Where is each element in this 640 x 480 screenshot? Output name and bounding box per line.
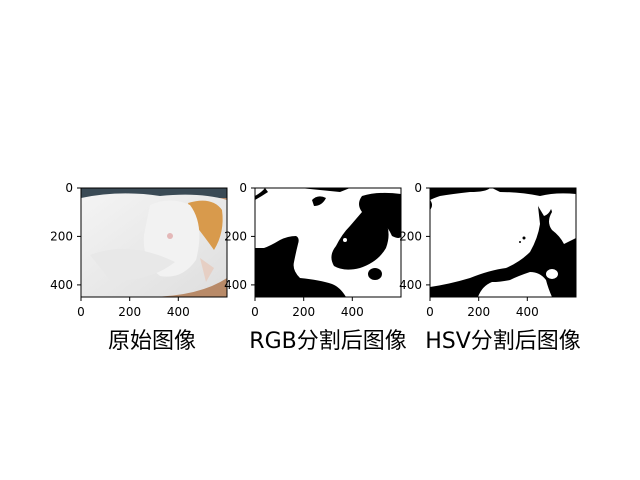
panel-title-rgb: RGB分割后图像 <box>249 329 406 354</box>
x-tick-label: 0 <box>426 305 434 319</box>
axes-frame <box>254 187 402 298</box>
original-cat-image <box>81 188 227 297</box>
axes-frame <box>80 187 228 298</box>
y-tick-label: 200 <box>399 229 422 243</box>
y-tick-label: 200 <box>224 229 247 243</box>
y-axis: 0 200 400 <box>50 181 81 292</box>
y-tick-label: 400 <box>224 278 247 292</box>
x-tick-label: 0 <box>251 305 259 319</box>
subplot-hsv-segmentation: 0 200 400 0 200 400 HSV分割后图像 <box>399 181 581 354</box>
y-tick-label: 400 <box>50 278 73 292</box>
y-axis: 0 200 400 <box>224 181 255 292</box>
y-tick-label: 0 <box>65 181 73 195</box>
panel-title-hsv: HSV分割后图像 <box>425 329 581 354</box>
y-tick-label: 0 <box>239 181 247 195</box>
x-tick-label: 400 <box>167 305 190 319</box>
x-axis: 0 200 400 <box>251 297 364 319</box>
y-tick-label: 0 <box>414 181 422 195</box>
x-tick-label: 400 <box>516 305 539 319</box>
hsv-mask-image <box>430 188 576 297</box>
x-axis: 0 200 400 <box>77 297 190 319</box>
subplot-rgb-segmentation: 0 200 400 0 200 400 RGB分割后图像 <box>224 181 407 354</box>
x-tick-label: 200 <box>118 305 141 319</box>
panel-title-original: 原始图像 <box>108 329 196 354</box>
y-axis: 0 200 400 <box>399 181 430 292</box>
y-tick-label: 200 <box>50 229 73 243</box>
x-tick-label: 200 <box>292 305 315 319</box>
rgb-mask-image <box>255 188 401 297</box>
x-tick-label: 400 <box>341 305 364 319</box>
x-tick-label: 200 <box>467 305 490 319</box>
subplot-original-image: 0 200 400 0 200 400 原始图像 <box>50 181 228 354</box>
x-tick-label: 0 <box>77 305 85 319</box>
x-axis: 0 200 400 <box>426 297 539 319</box>
axes-frame <box>429 187 577 298</box>
y-tick-label: 400 <box>399 278 422 292</box>
